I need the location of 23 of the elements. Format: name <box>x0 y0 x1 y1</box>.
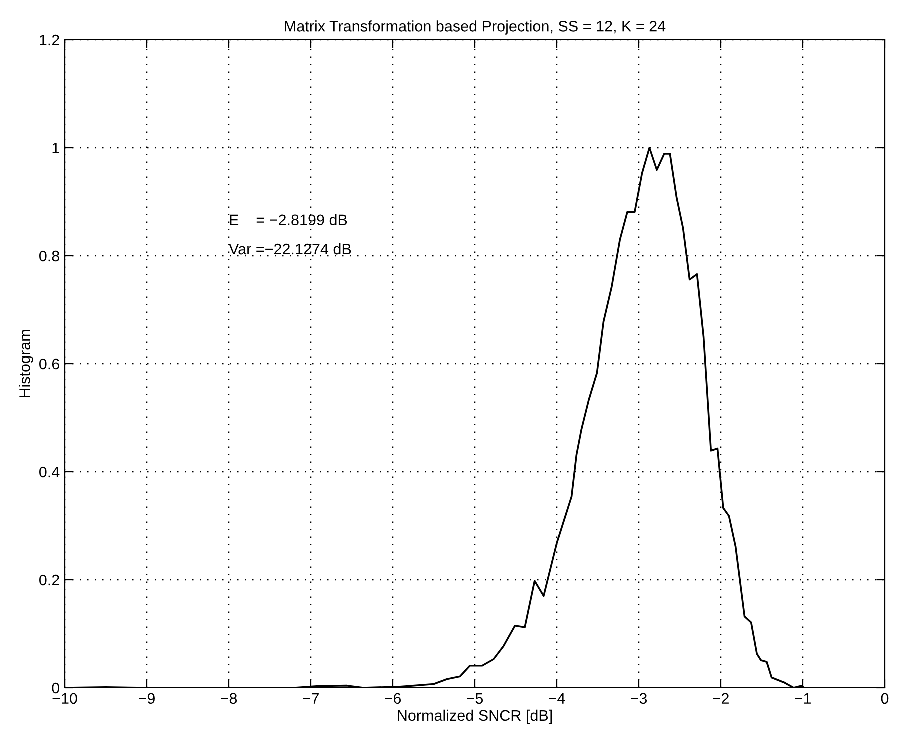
x-tick-label: −3 <box>631 693 648 704</box>
x-tick-label: −8 <box>221 693 238 704</box>
y-tick-label: 0.6 <box>40 358 60 370</box>
x-tick-label: −2 <box>713 693 729 704</box>
x-tick-label: −5 <box>467 693 484 704</box>
y-tick-label: 1 <box>52 143 60 154</box>
annotation: Var =−22.1274 dB <box>229 243 352 255</box>
y-axis-title: Histogram <box>19 330 34 398</box>
x-tick-label: −7 <box>303 693 319 704</box>
x-tick-label: −9 <box>139 693 155 704</box>
x-tick-label: −4 <box>549 693 566 704</box>
x-axis-title: Normalized SNCR [dB] <box>398 710 552 724</box>
annotation: E = −2.8199 dB <box>230 214 348 226</box>
y-tick-label: 0 <box>52 682 60 694</box>
y-tick-label: 0.4 <box>40 466 60 478</box>
x-tick-label: 0 <box>881 693 889 704</box>
y-tick-label: 0.2 <box>40 574 60 586</box>
x-tick-label: −6 <box>385 693 402 704</box>
y-tick-label: 1.2 <box>40 34 60 46</box>
y-tick-label: 0.8 <box>40 250 60 262</box>
x-tick-label: −1 <box>795 693 811 704</box>
x-tick-label: −10 <box>52 693 78 704</box>
chart-title: Matrix Transformation based Projection, SS = 12, K = 24 <box>285 20 666 35</box>
